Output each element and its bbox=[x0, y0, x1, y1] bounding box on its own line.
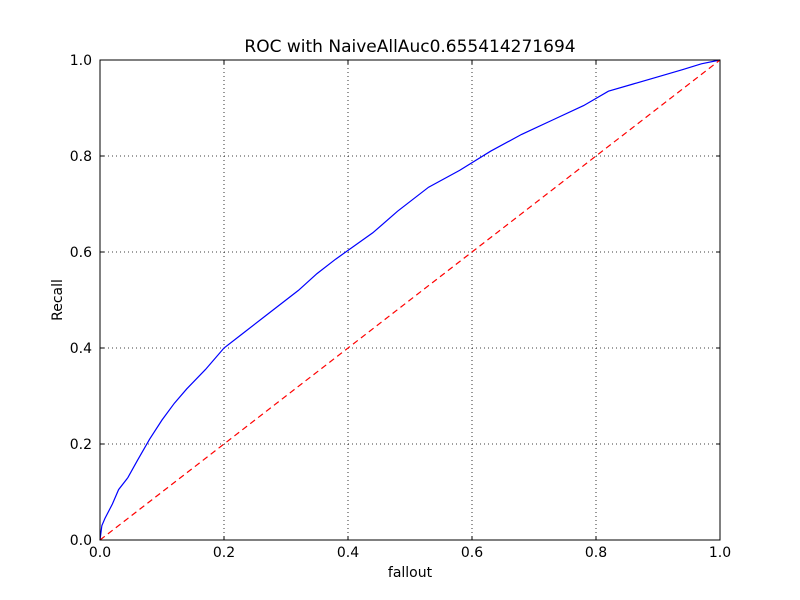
plot-area bbox=[99, 59, 721, 541]
grid-lines bbox=[100, 60, 720, 540]
x-tick-label: 0.2 bbox=[213, 545, 235, 561]
x-tick-label: 0.0 bbox=[89, 545, 111, 561]
y-tick-label: 0.6 bbox=[70, 245, 92, 261]
x-axis-label: fallout bbox=[388, 565, 433, 581]
chart-title: ROC with NaiveAllAuc0.655414271694 bbox=[244, 37, 575, 57]
x-tick-label: 1.0 bbox=[709, 545, 731, 561]
y-tick-label: 0.4 bbox=[70, 341, 92, 357]
x-tick-label: 0.6 bbox=[461, 545, 483, 561]
tick-marks bbox=[99, 59, 721, 541]
y-axis-label: Recall bbox=[50, 279, 66, 321]
chance-diagonal-line bbox=[99, 59, 721, 541]
y-tick-label: 0.8 bbox=[70, 149, 92, 165]
series-layer bbox=[99, 59, 721, 541]
y-tick-label: 0.2 bbox=[70, 437, 92, 453]
axes-border bbox=[99, 59, 721, 541]
x-tick-label: 0.4 bbox=[337, 545, 359, 561]
y-tick-label: 0.0 bbox=[70, 533, 92, 549]
y-tick-label: 1.0 bbox=[70, 53, 92, 69]
x-tick-label: 0.8 bbox=[585, 545, 607, 561]
roc-curve-line bbox=[99, 59, 721, 541]
